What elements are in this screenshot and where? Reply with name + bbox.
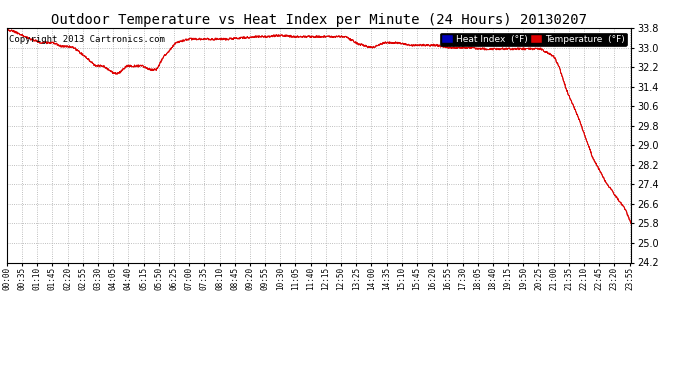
Legend: Heat Index  (°F), Temperature  (°F): Heat Index (°F), Temperature (°F) <box>440 33 627 46</box>
Text: Copyright 2013 Cartronics.com: Copyright 2013 Cartronics.com <box>9 35 165 44</box>
Title: Outdoor Temperature vs Heat Index per Minute (24 Hours) 20130207: Outdoor Temperature vs Heat Index per Mi… <box>51 13 587 27</box>
